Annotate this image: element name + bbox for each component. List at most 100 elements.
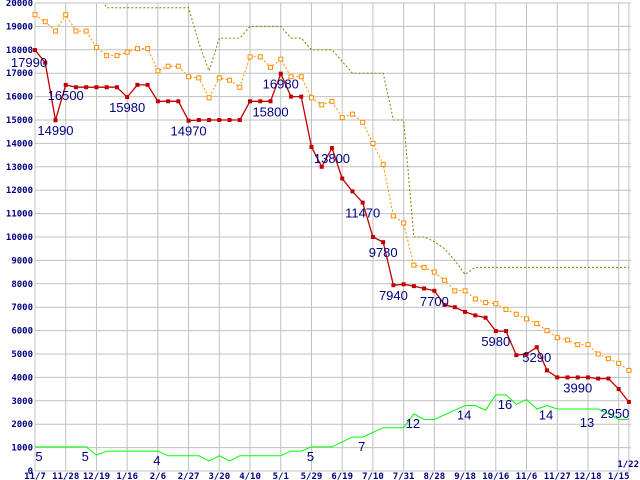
data-point-min: [155, 99, 160, 104]
x-tick-label: 10/16: [482, 472, 509, 480]
data-point-average: [155, 68, 161, 74]
data-point-average: [483, 300, 489, 306]
data-point-average: [237, 84, 243, 90]
count-label: 14: [539, 407, 553, 422]
data-point-average: [360, 119, 366, 125]
y-tick-label: 8000: [11, 280, 33, 290]
price-label: 7700: [420, 294, 449, 309]
price-label: 3990: [563, 380, 592, 395]
y-tick-label: 18000: [6, 46, 33, 56]
data-point-min: [289, 94, 293, 99]
x-tick-label: 1/15: [608, 472, 630, 480]
data-point-min: [329, 146, 334, 151]
data-point-average: [52, 28, 58, 34]
x-tick-label: 5/1: [273, 472, 289, 480]
y-tick-label: 4000: [11, 373, 33, 383]
data-point-min: [626, 399, 631, 404]
series-average: [32, 12, 632, 373]
series-count: [35, 394, 629, 462]
data-point-average: [288, 74, 294, 80]
data-point-min: [63, 82, 68, 87]
x-tick-label: 7/31: [393, 472, 415, 480]
data-point-average: [268, 64, 274, 70]
x-tick-label: 6/19: [331, 472, 353, 480]
data-point-average: [380, 161, 386, 167]
data-point-min: [401, 282, 406, 287]
price-label: 14970: [171, 124, 207, 139]
x-tick-label: 1/16: [116, 472, 138, 480]
y-tick-label: 13000: [6, 163, 33, 173]
price-label: 15800: [252, 104, 288, 119]
data-point-min: [33, 48, 37, 53]
y-tick-label: 6000: [11, 327, 33, 337]
y-axis-labels: 0 1000 2000 3000 4000 5000 6000 7000 8000 9000 100…: [6, 0, 33, 477]
data-point-min: [227, 118, 232, 122]
price-label: 9780: [369, 245, 398, 260]
x-tick-label: 1/22: [617, 460, 639, 470]
data-point-min: [473, 313, 478, 318]
count-label: 13: [580, 415, 594, 430]
price-label: 15980: [109, 100, 145, 115]
price-label: 16980: [263, 77, 299, 92]
data-point-average: [247, 54, 253, 60]
x-tick-label: 5/29: [301, 472, 323, 480]
data-point-average: [165, 63, 171, 69]
data-point-average: [319, 102, 325, 108]
y-tick-label: 2000: [11, 420, 33, 430]
data-point-average: [585, 342, 591, 348]
y-tick-label: 16000: [6, 93, 33, 103]
data-point-average: [411, 262, 417, 268]
data-point-min: [176, 99, 181, 104]
data-point-min: [94, 85, 99, 90]
data-point-average: [104, 53, 110, 59]
price-label: 16500: [48, 88, 84, 103]
data-point-min: [299, 94, 304, 99]
data-point-min: [196, 118, 201, 122]
y-tick-label: 3000: [11, 397, 33, 407]
data-point-min: [452, 305, 457, 310]
y-tick-label: 12000: [6, 186, 33, 196]
series-line-max: [103, 3, 629, 276]
data-point-min: [422, 286, 427, 291]
count-label: 16: [498, 397, 512, 412]
data-point-min: [268, 99, 273, 104]
data-point-average: [472, 296, 478, 302]
data-point-min: [463, 309, 468, 314]
data-point-average: [462, 288, 468, 294]
data-point-average: [339, 115, 345, 121]
y-tick-label: 9000: [11, 256, 33, 266]
data-point-average: [544, 328, 550, 334]
count-label: 5: [35, 449, 42, 464]
data-point-min: [104, 85, 109, 90]
data-point-min: [524, 352, 529, 356]
y-tick-label: 17000: [6, 69, 33, 79]
data-point-average: [114, 53, 120, 59]
data-point-min: [360, 200, 365, 205]
data-point-min: [186, 118, 191, 123]
count-label: 7: [358, 439, 365, 454]
y-tick-label: 14000: [6, 139, 33, 149]
data-point-average: [595, 351, 601, 357]
x-tick-label: 9/18: [454, 472, 476, 480]
price-label: 13800: [314, 151, 350, 166]
data-point-average: [32, 12, 38, 18]
data-point-min: [391, 283, 396, 288]
price-label: 14990: [37, 123, 73, 138]
y-tick-label: 0: [28, 467, 33, 477]
data-point-average: [564, 337, 570, 343]
series-lines: [32, 3, 632, 462]
data-point-average: [134, 46, 140, 52]
data-point-average: [329, 98, 335, 104]
data-point-min: [504, 329, 509, 334]
count-label: 5: [307, 449, 314, 464]
data-point-average: [145, 46, 151, 52]
data-point-average: [616, 360, 622, 366]
data-point-average: [42, 19, 48, 25]
data-point-min: [534, 345, 539, 350]
data-point-average: [605, 356, 611, 362]
y-tick-label: 15000: [6, 116, 33, 126]
series-min: [33, 48, 631, 404]
count-label: 5: [82, 449, 89, 464]
data-point-average: [349, 111, 355, 117]
data-point-min: [43, 60, 48, 65]
